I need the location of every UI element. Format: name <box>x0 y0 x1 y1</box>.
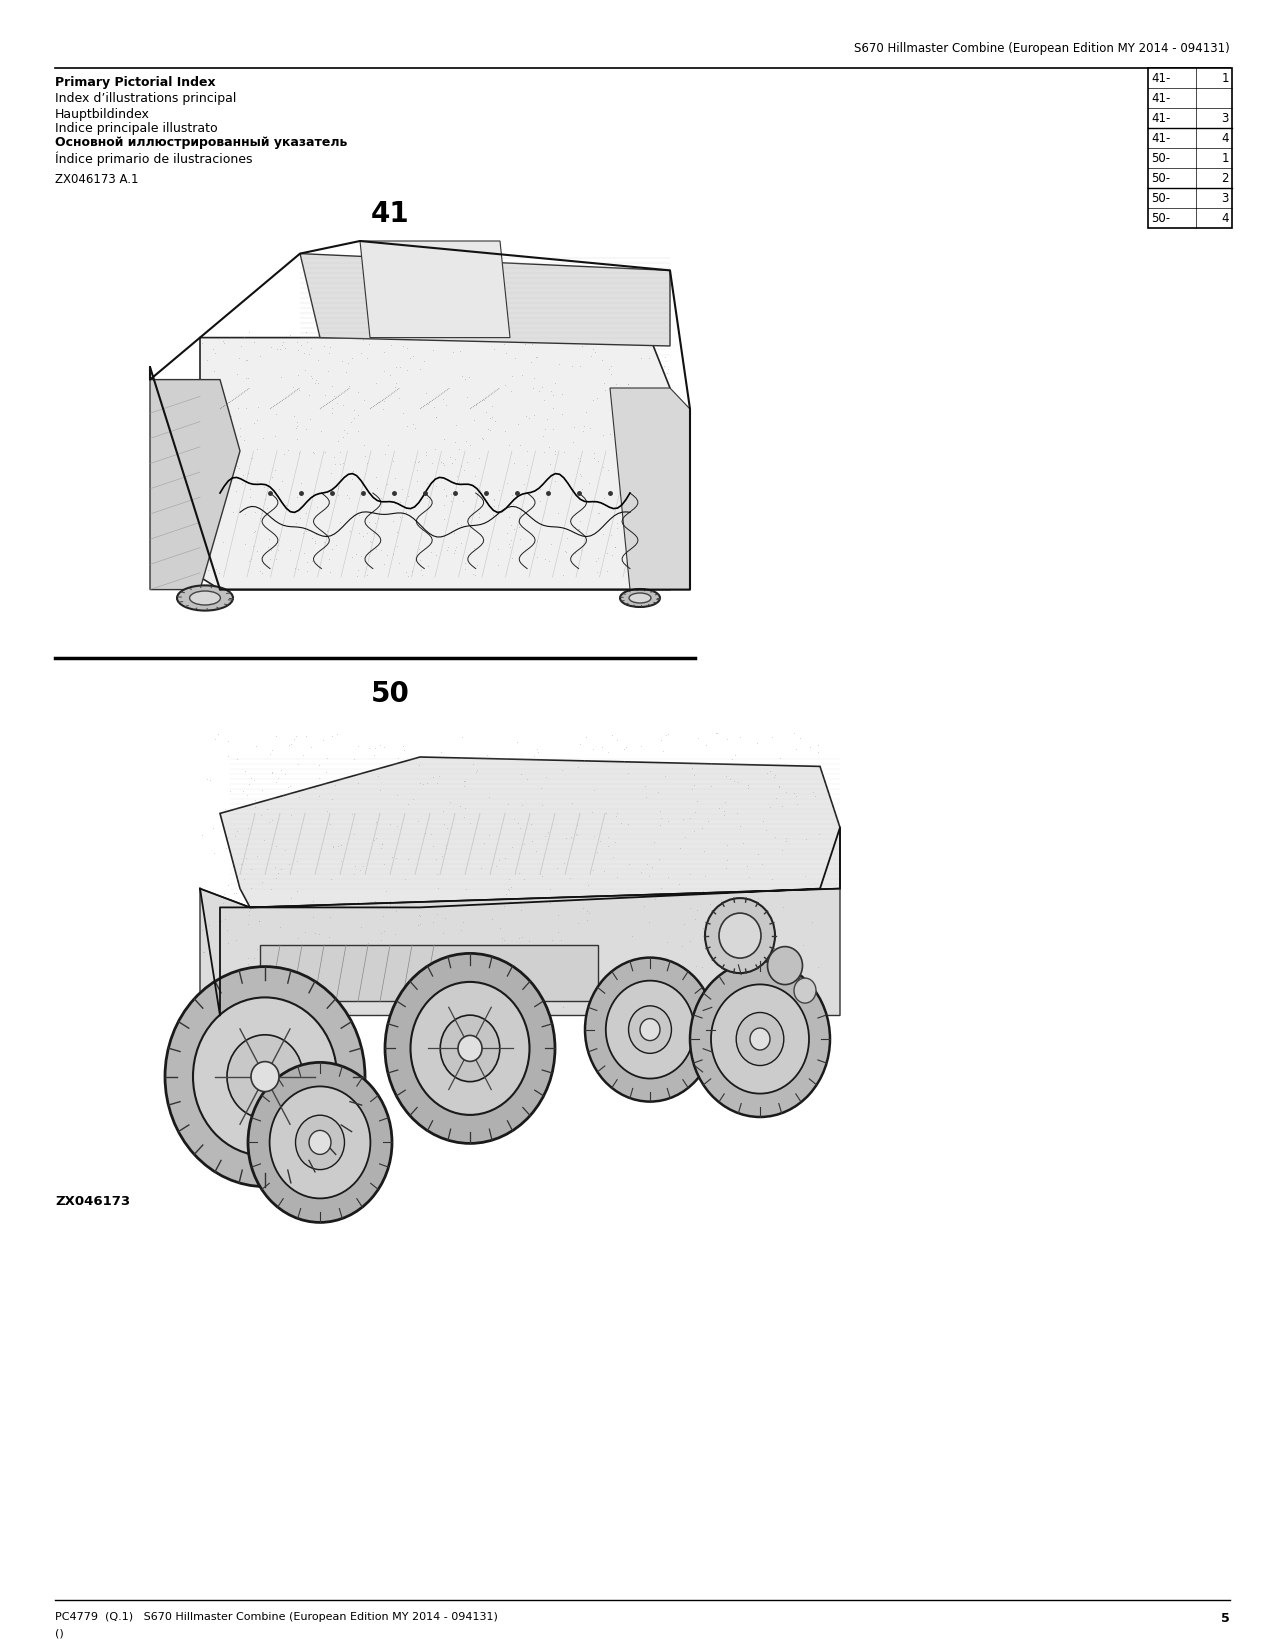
Text: Índice primario de ilustraciones: Índice primario de ilustraciones <box>55 152 252 167</box>
Ellipse shape <box>385 954 555 1143</box>
Text: 50-: 50- <box>1151 191 1170 205</box>
Ellipse shape <box>620 589 660 607</box>
Text: Index d’illustrations principal: Index d’illustrations principal <box>55 92 236 106</box>
Text: 2: 2 <box>1221 172 1229 185</box>
Text: 50-: 50- <box>1151 211 1170 224</box>
Text: 41-: 41- <box>1151 91 1170 104</box>
Text: 50: 50 <box>371 680 409 708</box>
Ellipse shape <box>190 591 221 606</box>
Polygon shape <box>200 338 669 589</box>
Ellipse shape <box>251 1061 279 1092</box>
Ellipse shape <box>750 1028 770 1049</box>
Ellipse shape <box>711 985 810 1094</box>
Ellipse shape <box>690 960 830 1117</box>
Ellipse shape <box>164 967 365 1186</box>
Ellipse shape <box>177 586 233 610</box>
Ellipse shape <box>585 957 715 1102</box>
Text: 3: 3 <box>1221 112 1229 124</box>
Text: 1: 1 <box>1221 71 1229 84</box>
Ellipse shape <box>736 1013 784 1066</box>
Text: 41-: 41- <box>1151 132 1170 145</box>
Text: Primary Pictorial Index: Primary Pictorial Index <box>55 76 215 89</box>
Ellipse shape <box>719 912 761 959</box>
Polygon shape <box>609 388 690 589</box>
Text: 41: 41 <box>371 200 409 228</box>
Text: 50-: 50- <box>1151 152 1170 165</box>
Ellipse shape <box>193 997 337 1155</box>
Text: 41-: 41- <box>1151 112 1170 124</box>
Ellipse shape <box>440 1015 500 1082</box>
Polygon shape <box>221 757 840 908</box>
Ellipse shape <box>249 1063 391 1223</box>
Polygon shape <box>150 380 240 589</box>
Ellipse shape <box>768 947 802 985</box>
Text: 5: 5 <box>1221 1612 1230 1625</box>
Ellipse shape <box>296 1115 344 1170</box>
Ellipse shape <box>606 980 694 1079</box>
Text: 1: 1 <box>1221 152 1229 165</box>
Ellipse shape <box>794 978 816 1003</box>
Text: (): () <box>55 1629 64 1638</box>
Text: Основной иллюстрированный указатель: Основной иллюстрированный указатель <box>55 135 347 148</box>
Text: PC4779  (Q.1)   S670 Hillmaster Combine (European Edition MY 2014 - 094131): PC4779 (Q.1) S670 Hillmaster Combine (Eu… <box>55 1612 497 1622</box>
Text: Hauptbildindex: Hauptbildindex <box>55 107 150 120</box>
Bar <box>260 945 598 1002</box>
Ellipse shape <box>458 1036 482 1061</box>
Ellipse shape <box>411 982 529 1115</box>
Polygon shape <box>300 254 669 346</box>
Bar <box>1148 68 1232 228</box>
Text: 4: 4 <box>1221 132 1229 145</box>
Text: ZX046173: ZX046173 <box>55 1195 130 1208</box>
Text: Indice principale illustrato: Indice principale illustrato <box>55 122 218 135</box>
Text: 50-: 50- <box>1151 172 1170 185</box>
Ellipse shape <box>640 1018 660 1041</box>
Ellipse shape <box>629 592 652 602</box>
Ellipse shape <box>269 1086 371 1198</box>
Text: ZX046173 A.1: ZX046173 A.1 <box>55 173 139 186</box>
Ellipse shape <box>227 1035 303 1119</box>
Ellipse shape <box>705 898 775 973</box>
Ellipse shape <box>309 1130 332 1155</box>
Text: 41-: 41- <box>1151 71 1170 84</box>
Text: 4: 4 <box>1221 211 1229 224</box>
Text: 3: 3 <box>1221 191 1229 205</box>
Polygon shape <box>360 241 510 338</box>
Ellipse shape <box>629 1006 672 1053</box>
Text: S670 Hillmaster Combine (European Edition MY 2014 - 094131): S670 Hillmaster Combine (European Editio… <box>854 41 1230 54</box>
Polygon shape <box>200 889 840 1015</box>
